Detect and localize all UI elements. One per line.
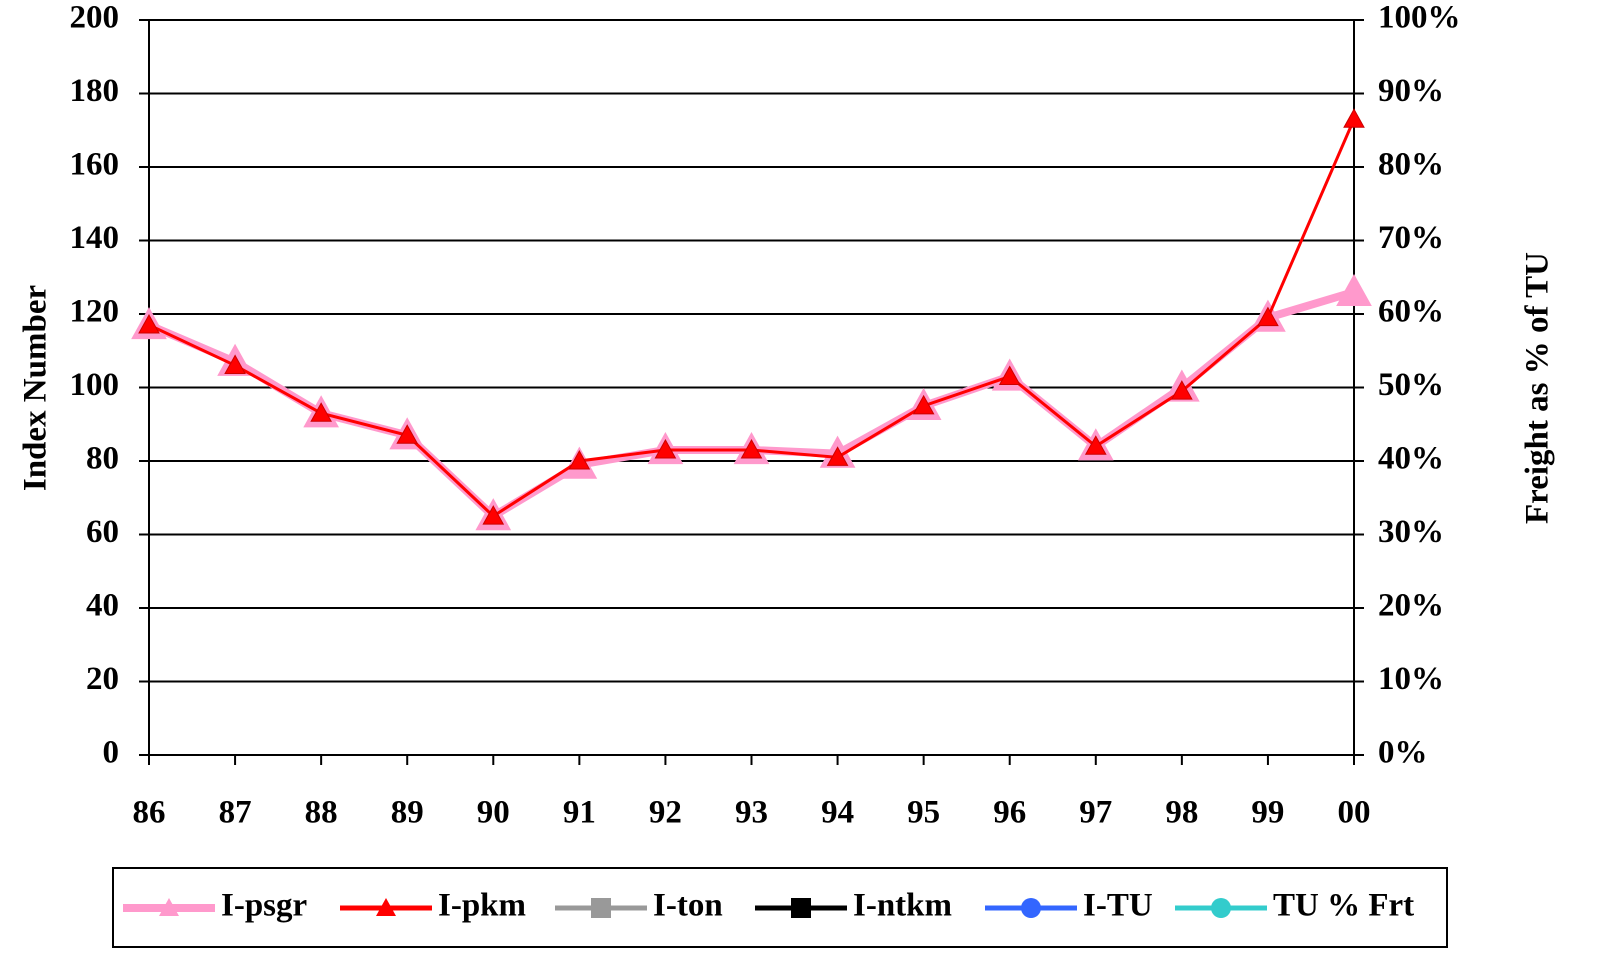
x-tick-label: 91	[563, 795, 596, 831]
data-point	[1257, 306, 1279, 327]
data-point	[568, 449, 591, 470]
legend-label: I-psgr	[221, 888, 307, 924]
y-tick-label: 180	[70, 73, 120, 109]
legend-marker	[1021, 898, 1041, 918]
legend-label: I-ton	[653, 888, 723, 924]
legend-marker	[1211, 898, 1231, 918]
y-tick-label: 60	[86, 514, 119, 550]
y2-axis-title: Freight as % of TU	[1520, 252, 1556, 524]
x-tick-label: 00	[1338, 795, 1371, 831]
legend-marker	[159, 898, 179, 916]
legend-label: I-TU	[1083, 888, 1153, 924]
y2-tick-label: 90%	[1378, 73, 1444, 109]
y-tick-label: 120	[70, 294, 120, 330]
data-point	[826, 446, 849, 466]
legend-label: TU % Frt	[1273, 888, 1414, 924]
x-tick-label: 98	[1165, 795, 1198, 831]
y-tick-label: 80	[86, 441, 119, 477]
y2-tick-label: 0%	[1378, 735, 1428, 771]
x-tick-label: 96	[993, 795, 1026, 831]
data-point	[1084, 435, 1107, 455]
legend-label: I-ntkm	[853, 888, 952, 924]
y-tick-label: 140	[70, 220, 120, 256]
x-tick-label: 87	[219, 795, 252, 831]
data-point	[224, 354, 246, 374]
y2-tick-label: 20%	[1378, 588, 1444, 624]
data-point	[740, 438, 763, 459]
legend-label: I-pkm	[438, 888, 526, 924]
y-tick-label: 40	[86, 588, 119, 624]
x-tick-label: 88	[305, 795, 338, 831]
y2-tick-label: 30%	[1378, 514, 1444, 550]
y2-tick-label: 50%	[1378, 367, 1444, 403]
y-tick-label: 20	[86, 661, 119, 697]
x-tick-label: 95	[907, 795, 940, 831]
x-tick-label: 93	[735, 795, 768, 831]
legend-marker	[591, 898, 611, 918]
x-tick-label: 97	[1079, 795, 1112, 831]
y2-tick-label: 40%	[1378, 441, 1444, 477]
y2-tick-label: 60%	[1378, 294, 1444, 330]
y2-tick-label: 10%	[1378, 661, 1444, 697]
legend-marker	[376, 898, 396, 916]
x-tick-label: 86	[133, 795, 166, 831]
y2-tick-label: 100%	[1378, 0, 1461, 36]
y-axis-title: Index Number	[18, 285, 54, 491]
y2-tick-label: 70%	[1378, 220, 1444, 256]
y2-tick-label: 80%	[1378, 147, 1444, 183]
data-point	[912, 394, 935, 415]
data-point	[1171, 380, 1193, 400]
data-point	[396, 424, 419, 444]
x-tick-label: 89	[391, 795, 424, 831]
data-point	[138, 313, 160, 334]
data-point	[310, 402, 332, 422]
x-tick-label: 94	[821, 795, 854, 831]
x-tick-label: 99	[1251, 795, 1284, 831]
legend-marker	[791, 898, 811, 918]
x-tick-label: 90	[477, 795, 510, 831]
data-point	[1343, 108, 1365, 128]
data-point	[654, 438, 677, 459]
data-point	[1336, 273, 1372, 307]
y-tick-label: 0	[103, 735, 120, 771]
y-tick-label: 160	[70, 147, 120, 183]
data-point	[998, 365, 1021, 385]
y-tick-label: 200	[70, 0, 120, 36]
y-tick-label: 100	[70, 367, 120, 403]
series-line	[147, 288, 1356, 522]
data-point	[482, 505, 505, 525]
x-tick-label: 92	[649, 795, 682, 831]
